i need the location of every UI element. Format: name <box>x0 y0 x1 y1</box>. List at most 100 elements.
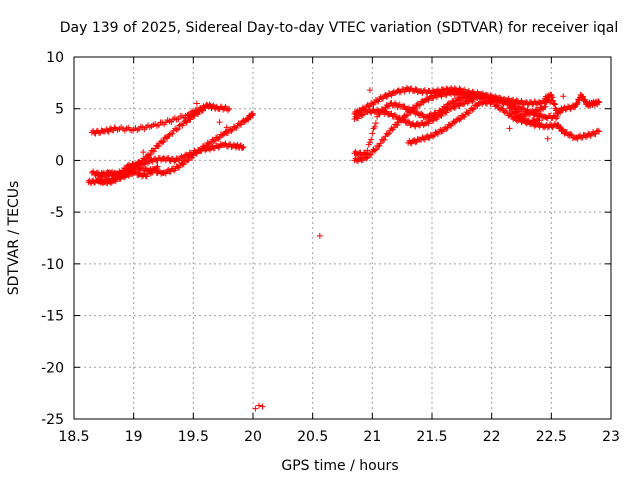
data-point <box>180 161 187 168</box>
data-point <box>596 99 603 106</box>
data-point <box>542 103 549 110</box>
data-point <box>562 106 569 113</box>
data-point <box>377 140 384 147</box>
data-point <box>193 100 200 107</box>
series-arc-5 <box>85 163 161 187</box>
y-tick-label: -20 <box>41 360 64 376</box>
data-point <box>372 146 379 153</box>
data-point <box>202 104 209 111</box>
data-point <box>153 164 160 171</box>
data-point <box>594 127 601 134</box>
data-point <box>386 130 393 137</box>
data-point <box>140 149 147 156</box>
data-point <box>417 101 424 108</box>
data-point <box>551 101 558 108</box>
data-point <box>443 126 450 133</box>
data-point <box>456 116 463 123</box>
data-point <box>451 119 458 126</box>
data-point <box>216 119 223 126</box>
data-point <box>362 150 369 157</box>
data-point <box>363 151 370 158</box>
data-point <box>511 109 518 116</box>
data-point <box>507 105 514 112</box>
data-point <box>595 98 602 105</box>
data-point <box>175 125 182 132</box>
y-tick-label: -25 <box>41 412 64 428</box>
x-tick-label: 18.5 <box>58 429 89 445</box>
data-point <box>366 87 373 94</box>
data-point <box>228 127 235 134</box>
x-tick-label: 19 <box>125 429 143 445</box>
data-point <box>390 124 397 131</box>
data-point <box>177 121 184 128</box>
data-point <box>506 125 513 132</box>
x-tick-label: 20.5 <box>297 429 328 445</box>
data-point <box>405 118 412 125</box>
data-point <box>465 110 472 117</box>
series-arc-11 <box>506 105 603 142</box>
data-point <box>549 94 556 101</box>
data-point <box>383 93 390 100</box>
data-point <box>366 139 373 146</box>
data-point <box>412 86 419 93</box>
data-point <box>224 107 231 114</box>
data-point <box>369 130 376 137</box>
data-point <box>160 138 167 145</box>
y-tick-label: -15 <box>41 309 64 325</box>
x-tick-label: 22.5 <box>536 429 567 445</box>
data-point <box>418 110 425 117</box>
data-point <box>358 112 365 119</box>
data-point <box>401 116 408 123</box>
data-point <box>250 110 256 117</box>
data-point <box>176 164 183 171</box>
data-point <box>148 169 155 176</box>
data-point <box>159 139 166 146</box>
data-point <box>559 127 566 134</box>
data-point <box>567 130 574 137</box>
data-point <box>224 129 231 136</box>
data-point <box>215 144 222 151</box>
plot-frame <box>73 56 612 420</box>
data-point <box>173 126 180 133</box>
x-tick-label: 19.5 <box>178 429 209 445</box>
data-point <box>146 154 153 161</box>
data-point <box>519 104 526 111</box>
data-point <box>355 115 362 122</box>
data-point <box>573 101 580 108</box>
x-tick-label: 23 <box>602 429 620 445</box>
series-outliers-b <box>252 232 323 412</box>
data-point <box>107 180 114 187</box>
data-point <box>425 120 432 127</box>
data-point <box>376 142 383 149</box>
data-point <box>143 173 150 180</box>
data-point <box>223 124 230 131</box>
data-point <box>469 106 476 113</box>
data-point <box>494 102 501 109</box>
data-point <box>408 140 415 147</box>
data-point <box>513 97 520 104</box>
data-point <box>414 109 421 116</box>
data-point <box>371 123 378 130</box>
data-point <box>123 165 130 172</box>
data-point <box>259 403 266 410</box>
data-point <box>166 131 173 138</box>
series-outliers-a <box>140 100 230 161</box>
data-point <box>359 111 366 118</box>
series-arc-8 <box>351 92 561 158</box>
data-point <box>169 130 176 137</box>
data-point <box>470 96 477 103</box>
data-point <box>401 103 408 110</box>
y-tick-label: 10 <box>46 50 64 66</box>
data-point <box>396 89 403 96</box>
data-point <box>381 136 388 143</box>
data-point <box>403 112 410 119</box>
y-tick-label: -10 <box>41 257 64 273</box>
data-point <box>375 98 382 105</box>
data-point <box>434 131 441 138</box>
x-tick-label: 21 <box>363 429 381 445</box>
data-point <box>187 116 194 123</box>
y-tick-label: -5 <box>50 205 64 221</box>
data-point <box>122 166 129 172</box>
data-point <box>550 97 557 104</box>
